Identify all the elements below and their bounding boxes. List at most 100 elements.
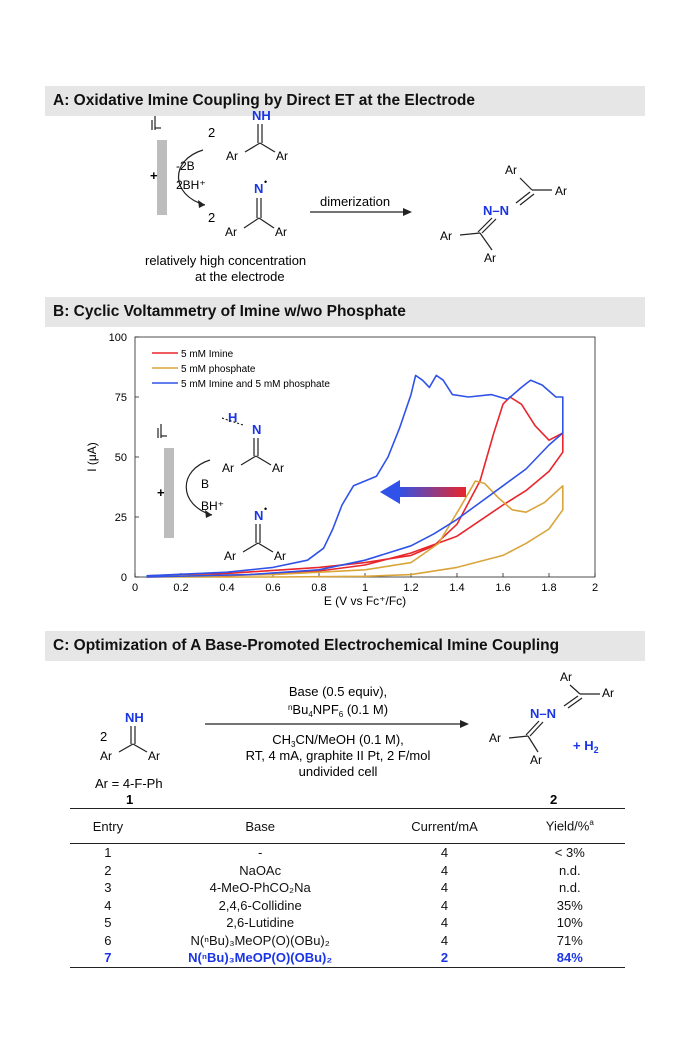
x-tick-label: 2	[592, 582, 598, 594]
c-imine-bonds	[118, 726, 148, 753]
x-tick-label: 0.6	[265, 582, 280, 594]
c-azine-ar-bottom: Ar	[530, 753, 542, 767]
electrode-symbol-icon	[151, 116, 161, 130]
inset-bh-label: BH⁺	[201, 499, 224, 513]
h2-byproduct: + H2	[573, 738, 599, 755]
cell-yield: n.d.	[558, 862, 581, 878]
x-tick-label: 1.2	[403, 582, 418, 594]
y-tick-label: 50	[115, 452, 127, 464]
section-a-title: A: Oxidative Imine Coupling by Direct ET…	[45, 86, 645, 116]
gradient-arrow-icon	[380, 480, 466, 504]
y-tick-label: 100	[109, 332, 127, 344]
azine-bonds	[459, 177, 552, 251]
inset-ar-right-top: Ar	[272, 461, 284, 475]
cell-base: 2,6-Lutidine	[226, 915, 295, 931]
x-tick-label: 0.8	[311, 582, 326, 594]
cell-yield: < 3%	[554, 845, 585, 861]
table-row: 2 NaOAc 4 n.d.	[70, 862, 625, 880]
inset-electrode-bar	[164, 448, 174, 538]
azine-nn-label: N–N	[483, 203, 509, 218]
y-tick-label: 75	[115, 392, 127, 404]
c-azine-ar-right: Ar	[602, 686, 614, 700]
inset-ar-left-bottom: Ar	[224, 549, 236, 563]
series-line-3	[146, 374, 564, 578]
cell-entry: 1	[104, 845, 112, 861]
table-row: 5 2,6-Lutidine 4 10%	[70, 914, 625, 932]
ar-definition: Ar = 4-F-Ph	[95, 776, 163, 791]
condition-bottom2: RT, 4 mA, graphite II Pt, 2 F/mol	[246, 748, 431, 763]
coef-c: 2	[100, 729, 107, 744]
x-tick-label: 0.4	[219, 582, 234, 594]
x-tick-label: 1.8	[541, 582, 556, 594]
inset-plus-sign: +	[157, 485, 165, 500]
note-line2: at the electrode	[195, 269, 285, 284]
radical-bonds	[243, 198, 275, 229]
azine-ar-top: Ar	[505, 163, 517, 177]
plus-sign: +	[150, 168, 158, 183]
condition-bottom3: undivided cell	[299, 764, 378, 779]
x-axis-label: E (V vs Fc⁺/Fc)	[324, 594, 406, 608]
inset-radical-n: N	[254, 508, 263, 523]
cell-current: 4	[440, 845, 449, 861]
azine-ar-left: Ar	[440, 229, 452, 243]
section-b-title: B: Cyclic Voltammetry of Imine w/wo Phos…	[45, 297, 645, 327]
cell-yield: 71%	[556, 932, 583, 948]
c-imine-nh: NH	[125, 710, 144, 725]
cell-entry: 7	[104, 950, 112, 966]
c-ar-right: Ar	[148, 749, 160, 763]
inset-b-label: B	[201, 477, 209, 491]
inset-imine-bonds	[221, 417, 272, 466]
y-tick-label: 0	[121, 572, 127, 584]
series-line-2	[146, 480, 564, 578]
chart-series	[146, 374, 564, 578]
scheme-a: 2 NH Ar Ar + -2B 2BH⁺ 2 N • Ar Ar dimeri…	[145, 108, 567, 284]
inset-curved-arrow-icon	[185, 459, 213, 516]
table-row: 3 4-MeO-PhCO₂Na 4 n.d.	[70, 879, 625, 897]
table-header-row: Entry Base Current/mA Yield/%a	[70, 808, 625, 844]
coef-bottom: 2	[208, 210, 215, 225]
radical-ar-right: Ar	[275, 225, 287, 239]
cell-base: N(ⁿBu)₃MeOP(O)(OBu)₂	[190, 932, 330, 948]
radical-ar-left: Ar	[225, 225, 237, 239]
chart-legend: 5 mM Imine 5 mM phosphate 5 mM Imine and 5…	[152, 349, 330, 390]
cell-current: 4	[440, 897, 449, 913]
x-tick-label: 1.4	[449, 582, 464, 594]
legend-label: 5 mM Imine and 5 mM phosphate	[181, 379, 330, 390]
imine-ar-left: Ar	[226, 149, 238, 163]
cell-base: 2,4,6-Collidine	[218, 897, 302, 913]
chart-axes: 0 0.2 0.4 0.6 0.8 1 1.2 1.4 1.6 1.8 2 0 25 50 75 100	[109, 332, 598, 594]
radical-n-label: N	[254, 181, 263, 196]
legend-label: 5 mM phosphate	[181, 364, 256, 375]
cell-entry: 5	[104, 915, 112, 931]
dimerization-label: dimerization	[320, 194, 390, 209]
header-current: Current/mA	[411, 818, 478, 834]
plot-frame	[134, 336, 596, 578]
section-c-title: C: Optimization of A Base-Promoted Elect…	[45, 631, 645, 661]
x-tick-label: 0	[132, 582, 138, 594]
compound-2-label: 2	[550, 792, 557, 807]
cell-entry: 6	[104, 932, 112, 948]
cell-entry: 3	[104, 880, 112, 896]
c-ar-left: Ar	[100, 749, 112, 763]
minus-2b-label: -2B	[176, 159, 195, 173]
table-row: 7 N(ⁿBu)₃MeOP(O)(OBu)₂ 2 84%	[70, 949, 625, 967]
cell-yield: n.d.	[558, 880, 581, 896]
inset-radical-bonds	[242, 524, 274, 553]
condition-top1: Base (0.5 equiv),	[289, 684, 387, 699]
cell-entry: 2	[104, 862, 112, 878]
y-tick-label: 25	[115, 512, 127, 524]
table-row: 6 N(ⁿBu)₃MeOP(O)(OBu)₂ 4 71%	[70, 932, 625, 950]
cell-current: 4	[440, 932, 449, 948]
cell-yield: 35%	[556, 897, 583, 913]
cell-base: NaOAc	[239, 862, 282, 878]
inset-electrode-symbol-icon	[157, 424, 167, 438]
x-tick-label: 1	[362, 582, 368, 594]
inset-ar-right-bottom: Ar	[274, 549, 286, 563]
table-row: 4 2,4,6-Collidine 4 35%	[70, 897, 625, 915]
radical-dot: •	[264, 177, 267, 187]
electrode-bar	[157, 140, 167, 215]
c-azine-ar-top: Ar	[560, 670, 572, 684]
cell-current: 4	[440, 862, 449, 878]
azine-ar-bottom: Ar	[484, 251, 496, 265]
x-tick-label: 0.2	[173, 582, 188, 594]
